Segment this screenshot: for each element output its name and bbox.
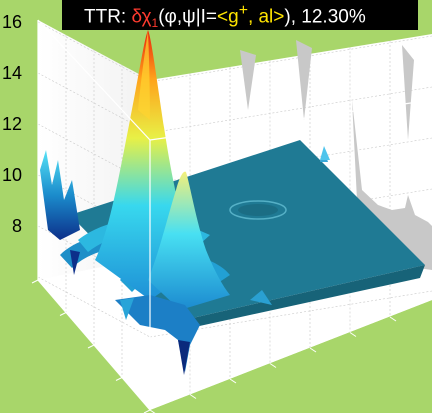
floor-tick xyxy=(389,316,397,322)
title-subscript: 1 xyxy=(151,16,159,30)
z-tick-label: 14 xyxy=(2,63,23,83)
title-args: (φ,ψ|I= xyxy=(158,6,218,28)
title-braket-end: , al> xyxy=(247,6,285,28)
floor-tick xyxy=(31,279,39,284)
floor-tick xyxy=(189,394,197,399)
title-suffix: ), 12.30% xyxy=(284,6,366,28)
floor-tick xyxy=(149,409,156,413)
floor-tick xyxy=(269,363,277,368)
floor-tick xyxy=(59,312,67,316)
z-tick-label: 8 xyxy=(12,216,23,236)
surface xyxy=(40,30,330,375)
floor-tick xyxy=(309,347,317,353)
title-braket: <g xyxy=(217,6,239,28)
floor-tick xyxy=(115,377,123,381)
z-tick-label: 12 xyxy=(2,114,23,134)
grid-line xyxy=(37,21,151,83)
grid-line xyxy=(37,276,151,338)
floor-ticks xyxy=(31,279,397,413)
floor-tick xyxy=(229,378,237,384)
z-tick-label: 16 xyxy=(2,12,23,32)
title-prefix: TTR: xyxy=(84,6,132,28)
title-symbol: δχ xyxy=(131,6,152,28)
z-tick-label: 10 xyxy=(2,165,23,185)
chart-title: TTR: δχ1(φ,ψ|I=<g+, al>), 12.30% xyxy=(62,0,418,30)
floor-tick xyxy=(349,332,357,337)
floor-tick xyxy=(87,344,95,349)
title-braket-sup: + xyxy=(238,2,248,19)
